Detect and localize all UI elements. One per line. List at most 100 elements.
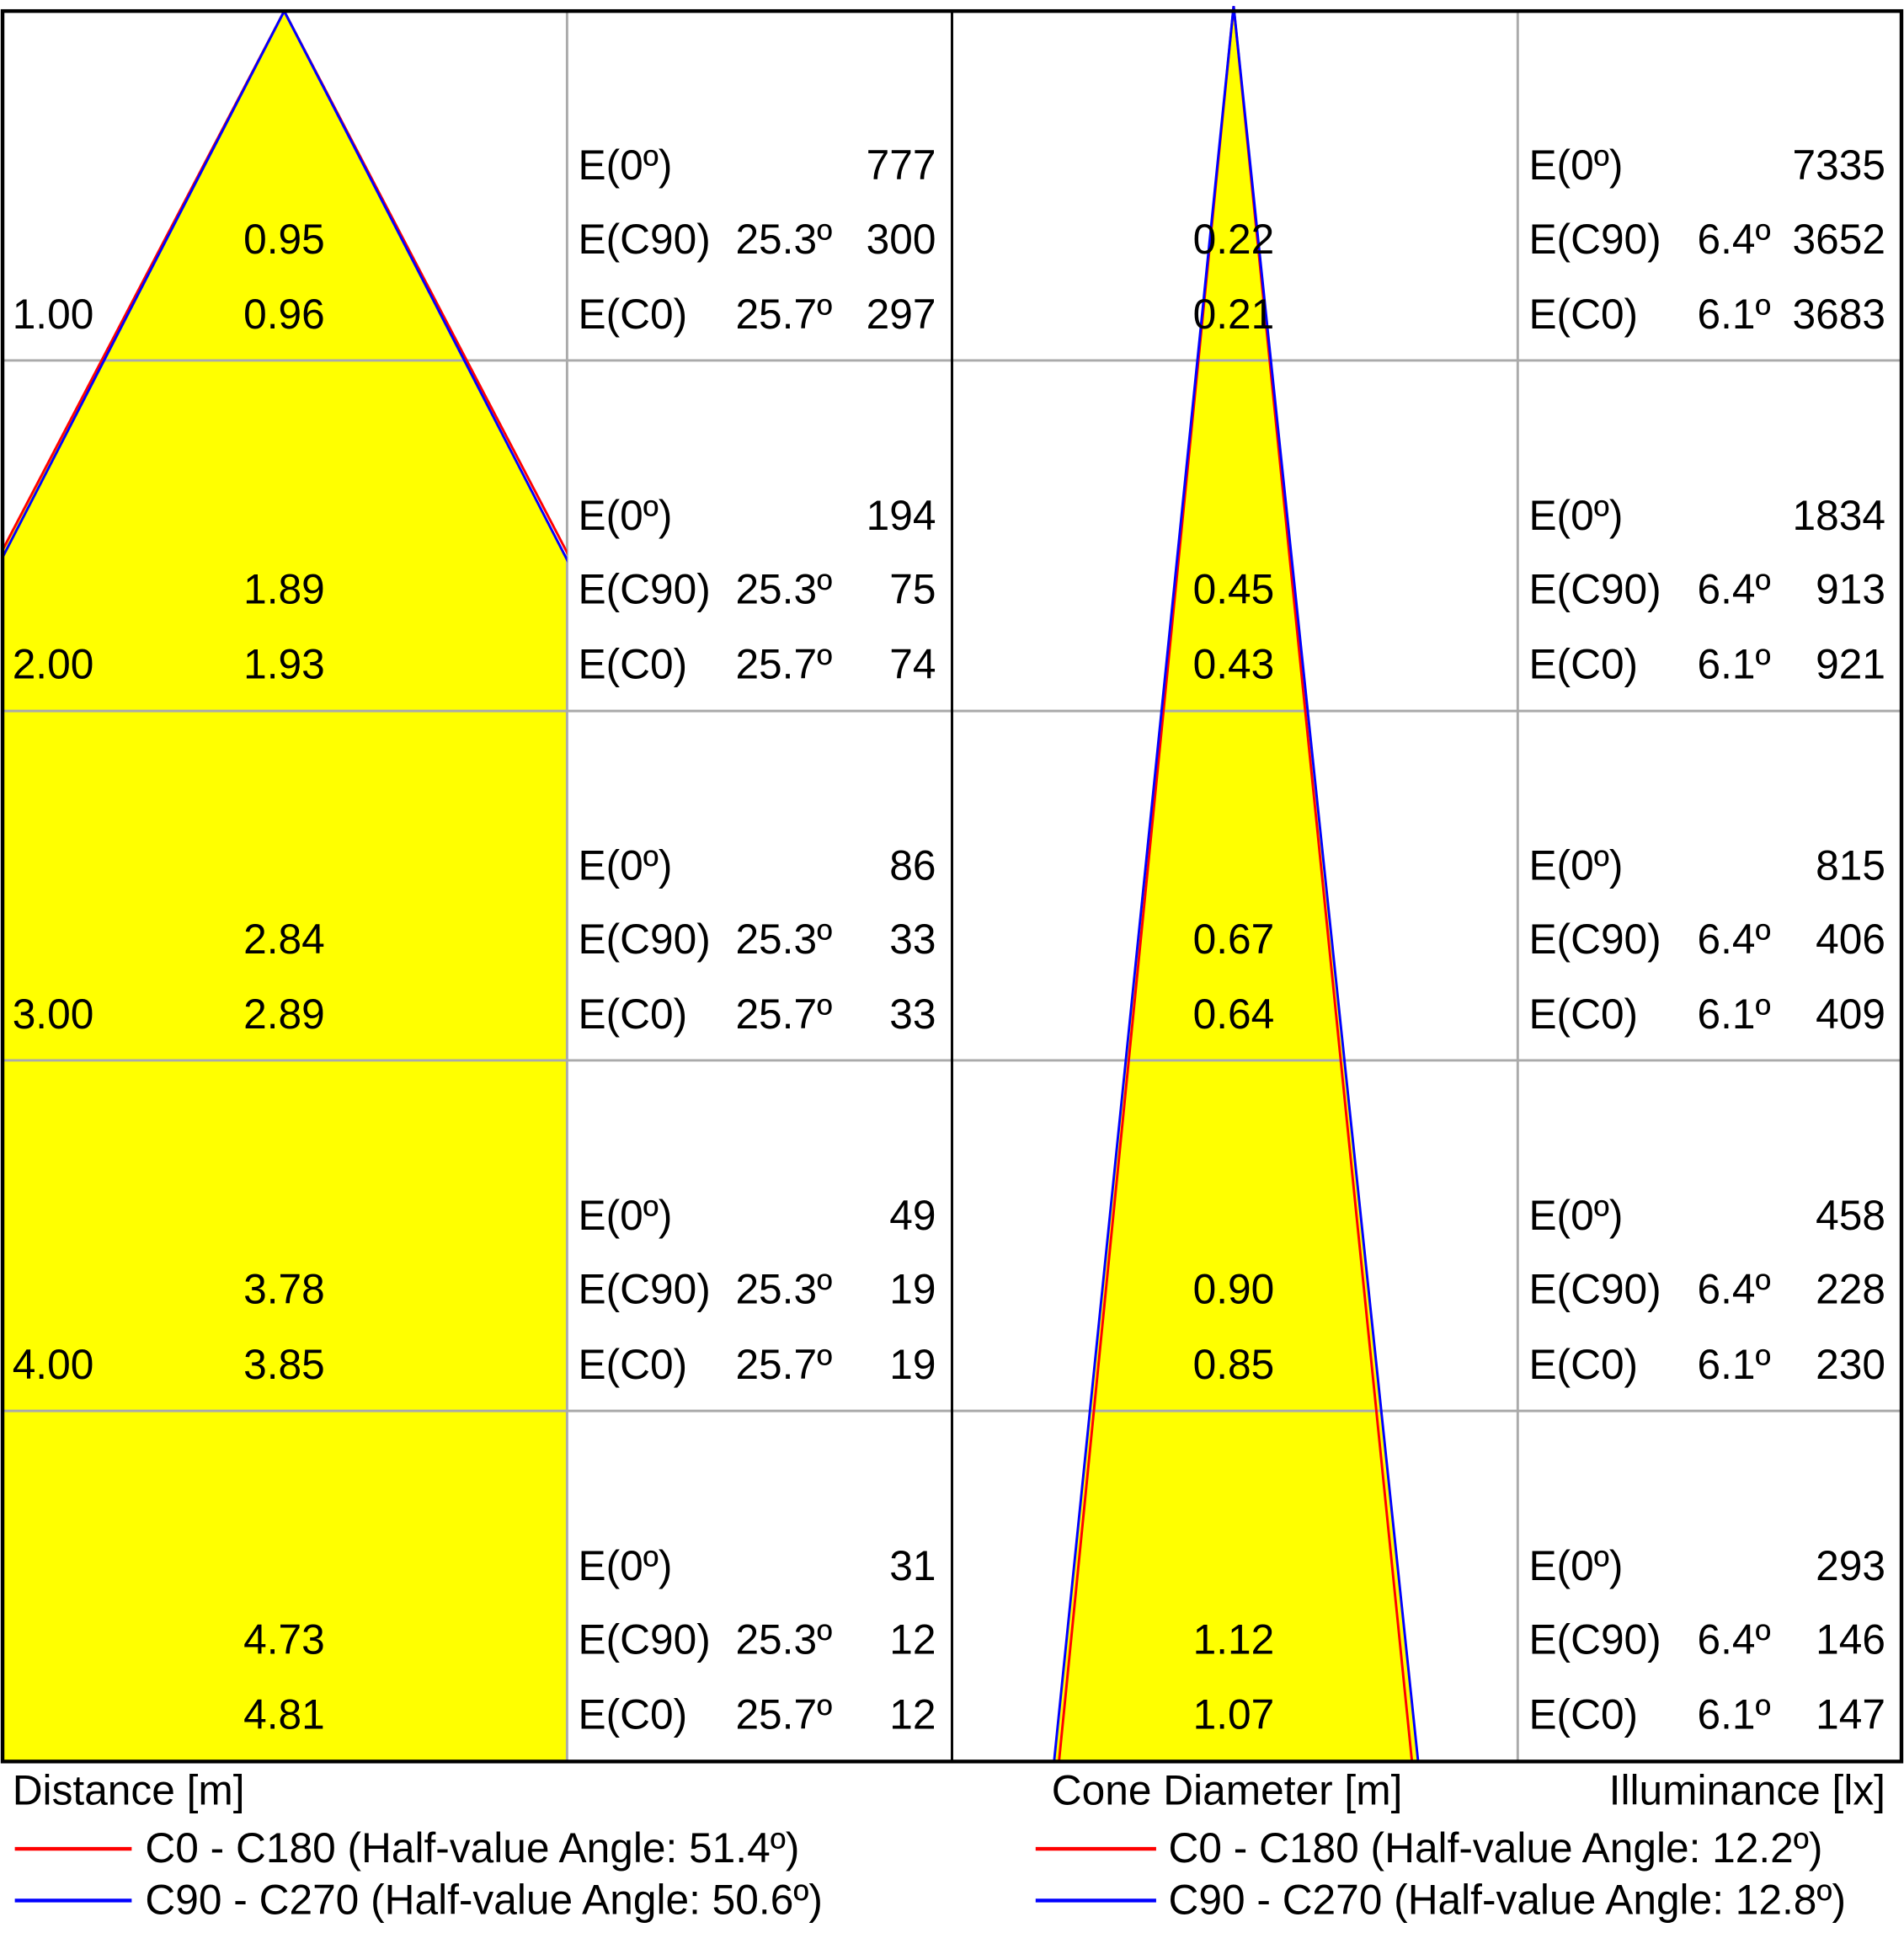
- illuminance: 300: [867, 216, 936, 263]
- row-label: E(C90): [579, 216, 711, 263]
- distance: 3.00: [13, 991, 94, 1038]
- diameter-c90: 2.84: [243, 916, 325, 963]
- illuminance: 49: [889, 1192, 936, 1239]
- angle: 6.1º: [1698, 1341, 1771, 1388]
- row-label: E(C0): [1528, 641, 1638, 688]
- row-label: E(C90): [1528, 916, 1661, 963]
- illuminance: 86: [889, 841, 936, 889]
- illuminance: 12: [889, 1690, 936, 1738]
- row-label: E(C0): [579, 1690, 688, 1738]
- angle: 6.1º: [1698, 291, 1771, 338]
- row-label: E(C90): [1528, 565, 1661, 612]
- illuminance: 12: [889, 1615, 936, 1663]
- angle: 25.3º: [735, 1266, 832, 1313]
- angle: 6.4º: [1698, 216, 1771, 263]
- diameter-c0: 0.96: [243, 291, 325, 338]
- angle: 25.7º: [735, 1690, 832, 1738]
- illuminance: 147: [1816, 1690, 1885, 1738]
- illuminance: 297: [867, 291, 936, 338]
- row-label: E(0º): [579, 1192, 673, 1239]
- row-label: E(0º): [1528, 142, 1623, 189]
- row-label: E(0º): [579, 492, 673, 539]
- angle: 25.7º: [735, 991, 832, 1038]
- row-label: E(C90): [1528, 1615, 1661, 1663]
- diameter-c90: 0.22: [1193, 216, 1275, 263]
- row-label: E(C0): [579, 991, 688, 1038]
- row-label: E(C90): [1528, 216, 1661, 263]
- illuminance: 3683: [1793, 291, 1885, 338]
- row-label: E(C0): [579, 1341, 688, 1388]
- diameter-c90: 1.89: [243, 565, 325, 612]
- illuminance: 406: [1816, 916, 1885, 963]
- angle: 25.7º: [735, 291, 832, 338]
- left-cone: [3, 11, 568, 1762]
- legend-entry: C90 - C270 (Half-value Angle: 12.8º): [1169, 1876, 1847, 1923]
- illuminance: 19: [889, 1266, 936, 1313]
- axis-label: Distance [m]: [13, 1766, 245, 1813]
- distance: 1.00: [13, 291, 94, 338]
- legend-entry: C0 - C180 (Half-value Angle: 51.4º): [145, 1824, 799, 1872]
- diameter-c0: 2.89: [243, 991, 325, 1038]
- illuminance: 409: [1816, 991, 1885, 1038]
- row-label: E(C0): [1528, 291, 1638, 338]
- illuminance: 75: [889, 565, 936, 612]
- row-label: E(C0): [1528, 1341, 1638, 1388]
- illuminance: 815: [1816, 841, 1885, 889]
- angle: 6.4º: [1698, 565, 1771, 612]
- diameter-c0: 1.93: [243, 641, 325, 688]
- illuminance: 921: [1816, 641, 1885, 688]
- illuminance: 33: [889, 991, 936, 1038]
- angle: 6.1º: [1698, 1690, 1771, 1738]
- diameter-c90: 0.67: [1193, 916, 1275, 963]
- illuminance: 194: [867, 492, 936, 539]
- unit-label: Illuminance [lx]: [1609, 1766, 1885, 1813]
- illuminance: 19: [889, 1341, 936, 1388]
- diameter-c0: 1.07: [1193, 1690, 1275, 1738]
- illuminance: 293: [1816, 1542, 1885, 1589]
- angle: 25.7º: [735, 641, 832, 688]
- diameter-c0: 0.85: [1193, 1341, 1275, 1388]
- row-label: E(C0): [579, 641, 688, 688]
- row-label: E(0º): [1528, 841, 1623, 889]
- diameter-c0: 0.21: [1193, 291, 1275, 338]
- diameter-c0: 0.43: [1193, 641, 1275, 688]
- row-label: E(0º): [579, 1542, 673, 1589]
- row-label: E(C90): [1528, 1266, 1661, 1313]
- illuminance: 74: [889, 641, 936, 688]
- angle: 6.4º: [1698, 916, 1771, 963]
- illuminance: 33: [889, 916, 936, 963]
- diameter-c90: 0.45: [1193, 565, 1275, 612]
- diameter-c90: 3.78: [243, 1266, 325, 1313]
- row-label: E(0º): [579, 142, 673, 189]
- row-label: E(C0): [1528, 1690, 1638, 1738]
- row-label: E(C90): [579, 1266, 711, 1313]
- row-label: E(0º): [1528, 492, 1623, 539]
- row-label: E(C90): [579, 916, 711, 963]
- legend-entry: C90 - C270 (Half-value Angle: 50.6º): [145, 1876, 823, 1923]
- distance: 2.00: [13, 641, 94, 688]
- angle: 6.1º: [1698, 641, 1771, 688]
- row-label: E(C0): [1528, 991, 1638, 1038]
- angle: 25.3º: [735, 916, 832, 963]
- axis-label: Cone Diameter [m]: [1052, 1766, 1403, 1813]
- angle: 25.3º: [735, 216, 832, 263]
- angle: 6.1º: [1698, 991, 1771, 1038]
- diameter-c90: 0.95: [243, 216, 325, 263]
- illuminance: 3652: [1793, 216, 1885, 263]
- diameter-c90: 1.12: [1193, 1615, 1275, 1663]
- illuminance: 1834: [1793, 492, 1885, 539]
- distance: 4.00: [13, 1341, 94, 1388]
- left-cone-lines: [3, 11, 568, 563]
- row-label: E(0º): [1528, 1192, 1623, 1239]
- row-label: E(C90): [579, 565, 711, 612]
- angle: 25.3º: [735, 565, 832, 612]
- diameter-c90: 0.90: [1193, 1266, 1275, 1313]
- diameter-c0: 4.81: [243, 1690, 325, 1738]
- right-cone-lines: [1053, 6, 1420, 1762]
- illuminance: 7335: [1793, 142, 1885, 189]
- row-label: E(0º): [1528, 1542, 1623, 1589]
- row-label: E(0º): [579, 841, 673, 889]
- angle: 25.7º: [735, 1341, 832, 1388]
